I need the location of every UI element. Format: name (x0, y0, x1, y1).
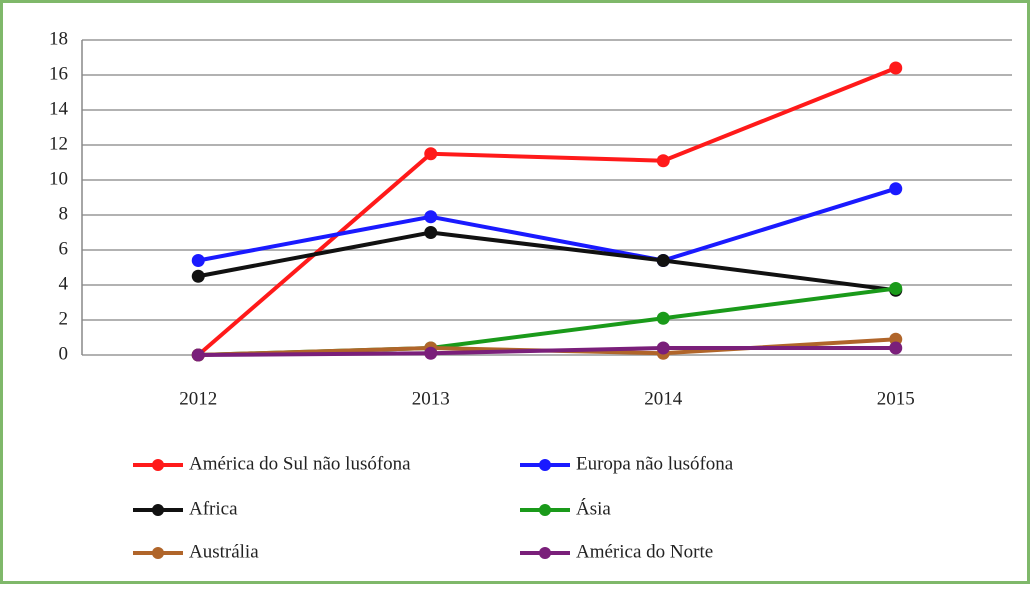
data-point (889, 282, 903, 295)
data-point (889, 341, 903, 355)
data-point (656, 341, 670, 355)
data-point (889, 61, 903, 75)
data-point (656, 254, 670, 267)
x-tick-label: 2013 (412, 388, 450, 409)
legend-marker (539, 547, 551, 559)
data-point (889, 182, 903, 196)
data-point (656, 154, 670, 168)
data-point (656, 311, 670, 325)
data-point (191, 348, 205, 362)
legend-marker (539, 459, 551, 471)
y-tick-label: 10 (49, 168, 68, 189)
y-tick-label: 8 (59, 203, 69, 224)
legend-label: América do Norte (576, 541, 713, 562)
y-tick-label: 0 (59, 343, 69, 364)
x-tick-label: 2014 (644, 388, 683, 409)
data-point (191, 269, 205, 283)
legend-label: Africa (189, 498, 238, 519)
series-line (197, 230, 897, 293)
data-point (424, 210, 438, 224)
x-tick-label: 2015 (877, 388, 915, 409)
legend-label: América do Sul não lusófona (189, 453, 411, 474)
legend-marker (539, 504, 551, 516)
legend-marker (152, 459, 164, 471)
y-tick-label: 2 (59, 308, 69, 329)
y-tick-label: 12 (49, 133, 68, 154)
y-tick-label: 18 (49, 28, 68, 49)
y-tick-label: 6 (59, 238, 69, 259)
series-line (198, 346, 896, 357)
x-tick-label: 2012 (179, 388, 217, 409)
data-point (191, 254, 205, 267)
legend-marker (152, 547, 164, 559)
legend-label: Ásia (576, 497, 611, 519)
y-tick-label: 4 (59, 273, 69, 294)
data-point (424, 226, 438, 239)
legend-label: Austrália (189, 541, 259, 562)
series-line (197, 186, 897, 263)
y-tick-label: 16 (49, 63, 68, 84)
data-point (424, 147, 438, 161)
legend-marker (152, 504, 164, 516)
legend-label: Europa não lusófona (576, 453, 734, 474)
data-point (424, 346, 438, 360)
y-tick-label: 14 (49, 98, 69, 119)
